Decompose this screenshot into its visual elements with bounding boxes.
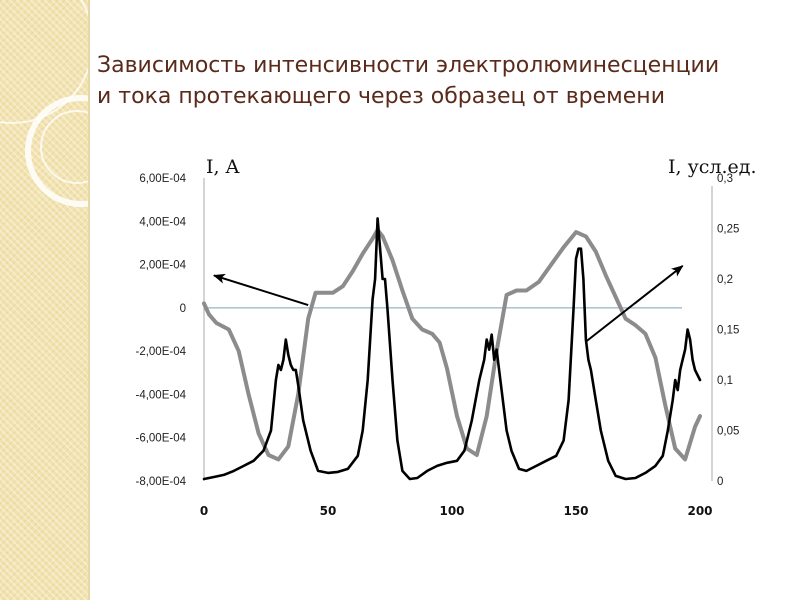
annotation-layer [212, 265, 684, 343]
x-tick-labels: 0 50 100 150 200 [200, 504, 713, 518]
left-y-tick-label: 0 [180, 303, 186, 315]
left-y-tick-label: -6,00E-04 [135, 433, 186, 445]
right-y-axis-label: I, усл.ед. [668, 156, 757, 178]
left-y-axis-label: I, A [206, 156, 240, 178]
left-y-tick-label: -8,00E-04 [135, 476, 186, 488]
right-y-tick-label: 0,25 [717, 224, 739, 236]
left-y-tick-label: 2,00E-04 [139, 260, 186, 272]
right-y-tick-label: 0 [717, 476, 723, 488]
right-y-tick-label: 0,15 [717, 325, 739, 337]
right-y-tick-label: 0,1 [717, 375, 733, 387]
slide-title: Зависимость интенсивности электролюминес… [97, 50, 787, 112]
x-tick-label: 150 [563, 504, 588, 518]
intensity-series-line [202, 217, 702, 481]
series-layer [202, 217, 702, 481]
slide-title-line-1: Зависимость интенсивности электролюминес… [97, 53, 720, 78]
arrow-to-right-axis [585, 265, 684, 343]
x-tick-label: 100 [439, 504, 464, 518]
right-y-tick-label: 0,3 [717, 173, 733, 185]
axes-layer [203, 178, 713, 481]
current-series-line [202, 227, 702, 462]
left-y-tick-label: 6,00E-04 [139, 173, 186, 185]
arrow-to-left-axis [212, 273, 309, 306]
x-tick-label: 0 [200, 504, 208, 518]
right-y-tick-labels: 0,3 0,25 0,2 0,15 0,1 0,05 0 [717, 173, 739, 488]
right-y-tick-label: 0,05 [717, 426, 739, 438]
left-y-tick-label: -4,00E-04 [135, 389, 186, 401]
x-tick-label: 50 [320, 504, 337, 518]
left-y-tick-label: 4,00E-04 [139, 216, 186, 228]
x-tick-label: 200 [687, 504, 712, 518]
left-y-tick-labels: 6,00E-04 4,00E-04 2,00E-04 0 -2,00E-04 -4,00E… [135, 173, 186, 488]
right-y-tick-label: 0,2 [717, 274, 733, 286]
slide-title-line-2: и тока протекающего через образец от вре… [97, 84, 665, 109]
decorative-side-band [0, 0, 88, 600]
side-band-edge [88, 0, 90, 600]
left-y-tick-label: -2,00E-04 [135, 346, 186, 358]
